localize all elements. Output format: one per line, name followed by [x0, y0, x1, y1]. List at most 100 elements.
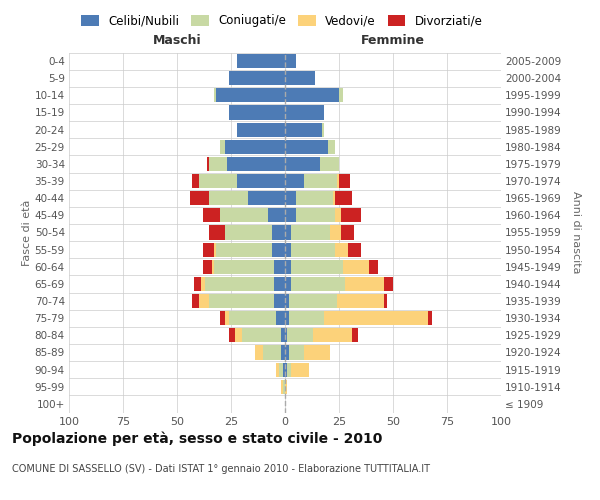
- Bar: [331, 226, 341, 239]
- Text: COMUNE DI SASSELLO (SV) - Dati ISTAT 1° gennaio 2010 - Elaborazione TUTTITALIA.I: COMUNE DI SASSELLO (SV) - Dati ISTAT 1° …: [12, 464, 430, 474]
- Bar: [199, 294, 209, 308]
- Bar: [212, 260, 214, 274]
- Bar: [209, 157, 227, 171]
- Bar: [207, 157, 209, 171]
- Bar: [229, 71, 285, 85]
- Bar: [224, 140, 285, 154]
- Y-axis label: Fasce di età: Fasce di età: [22, 200, 32, 266]
- Bar: [313, 328, 352, 342]
- Bar: [283, 362, 285, 376]
- Bar: [332, 191, 335, 205]
- Bar: [337, 294, 385, 308]
- Bar: [304, 346, 331, 360]
- Text: Popolazione per età, sesso e stato civile - 2010: Popolazione per età, sesso e stato civil…: [12, 431, 382, 446]
- Bar: [324, 311, 428, 325]
- Bar: [385, 294, 386, 308]
- Bar: [272, 242, 285, 256]
- Bar: [335, 208, 341, 222]
- Bar: [285, 328, 287, 342]
- Bar: [289, 311, 324, 325]
- Bar: [339, 174, 350, 188]
- Bar: [277, 362, 278, 376]
- Bar: [274, 294, 285, 308]
- Bar: [285, 140, 328, 154]
- Bar: [328, 140, 335, 154]
- Bar: [337, 174, 339, 188]
- Bar: [238, 54, 285, 68]
- Bar: [285, 106, 324, 120]
- Bar: [220, 208, 268, 222]
- Bar: [285, 277, 292, 291]
- Bar: [255, 346, 263, 360]
- Bar: [292, 260, 343, 274]
- Bar: [229, 328, 235, 342]
- Text: Maschi: Maschi: [152, 34, 202, 48]
- Bar: [268, 208, 285, 222]
- Bar: [214, 88, 216, 102]
- Bar: [285, 311, 289, 325]
- Bar: [285, 294, 289, 308]
- Bar: [320, 157, 339, 171]
- Bar: [238, 174, 285, 188]
- Bar: [205, 277, 274, 291]
- Bar: [203, 260, 212, 274]
- Bar: [277, 311, 285, 325]
- Bar: [238, 122, 285, 136]
- Bar: [285, 346, 289, 360]
- Bar: [339, 88, 343, 102]
- Bar: [242, 328, 281, 342]
- Bar: [194, 277, 201, 291]
- Bar: [285, 226, 292, 239]
- Bar: [296, 191, 332, 205]
- Bar: [335, 242, 347, 256]
- Bar: [209, 294, 274, 308]
- Legend: Celibi/Nubili, Coniugati/e, Vedovi/e, Divorziati/e: Celibi/Nubili, Coniugati/e, Vedovi/e, Di…: [78, 11, 486, 31]
- Y-axis label: Anni di nascita: Anni di nascita: [571, 191, 581, 274]
- Bar: [224, 311, 229, 325]
- Bar: [289, 294, 337, 308]
- Bar: [209, 191, 248, 205]
- Bar: [287, 362, 292, 376]
- Bar: [369, 260, 378, 274]
- Bar: [216, 88, 285, 102]
- Bar: [292, 277, 346, 291]
- Bar: [248, 191, 285, 205]
- Bar: [289, 346, 304, 360]
- Bar: [209, 226, 224, 239]
- Bar: [199, 174, 238, 188]
- Bar: [214, 260, 274, 274]
- Bar: [285, 191, 296, 205]
- Bar: [292, 362, 309, 376]
- Bar: [272, 226, 285, 239]
- Bar: [283, 380, 285, 394]
- Bar: [285, 122, 322, 136]
- Bar: [285, 362, 287, 376]
- Bar: [322, 122, 324, 136]
- Bar: [292, 226, 331, 239]
- Bar: [278, 362, 283, 376]
- Bar: [296, 208, 335, 222]
- Bar: [285, 157, 320, 171]
- Bar: [285, 88, 339, 102]
- Bar: [274, 277, 285, 291]
- Bar: [292, 242, 335, 256]
- Bar: [341, 208, 361, 222]
- Bar: [343, 260, 369, 274]
- Bar: [287, 328, 313, 342]
- Text: Femmine: Femmine: [361, 34, 425, 48]
- Bar: [235, 328, 242, 342]
- Bar: [346, 277, 385, 291]
- Bar: [192, 294, 199, 308]
- Bar: [285, 54, 296, 68]
- Bar: [281, 380, 283, 394]
- Bar: [285, 260, 292, 274]
- Bar: [347, 242, 361, 256]
- Bar: [341, 226, 354, 239]
- Bar: [285, 71, 315, 85]
- Bar: [220, 140, 224, 154]
- Bar: [201, 277, 205, 291]
- Bar: [274, 260, 285, 274]
- Bar: [216, 242, 272, 256]
- Bar: [285, 380, 287, 394]
- Bar: [220, 311, 224, 325]
